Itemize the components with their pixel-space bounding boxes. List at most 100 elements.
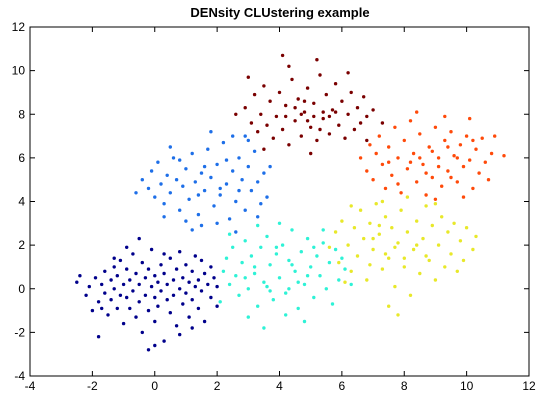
data-point-cluster-2-36 [252,149,257,153]
data-point-cluster-1-74 [202,319,207,324]
data-point-cluster-2-15 [187,197,191,201]
data-point-cluster-5-21 [424,193,428,197]
data-point-cluster-1-32 [137,300,141,304]
data-point-cluster-6-19 [302,110,307,114]
data-point-cluster-6-60 [284,114,288,119]
data-point-cluster-1-19 [118,293,123,297]
data-point-cluster-2-58 [196,193,201,197]
data-point-cluster-3-5 [234,274,238,278]
data-point-cluster-5-36 [471,186,475,191]
data-point-cluster-4-27 [415,219,419,223]
data-point-cluster-5-26 [440,184,444,188]
data-point-cluster-2-42 [199,223,204,228]
data-point-cluster-6-24 [318,73,322,77]
data-point-cluster-5-46 [415,110,419,114]
data-point-cluster-3-43 [284,313,288,317]
data-point-cluster-5-42 [502,154,506,158]
data-point-cluster-2-8 [165,173,169,177]
data-point-cluster-1-2 [78,274,82,278]
data-point-cluster-5-53 [418,156,422,160]
data-point-cluster-1-75 [206,282,210,287]
data-point-cluster-1-13 [109,278,113,282]
data-point-cluster-6-54 [327,114,332,119]
data-point-cluster-3-58 [312,245,316,249]
data-point-cluster-1-45 [156,304,160,308]
data-points [75,53,506,352]
data-point-cluster-5-7 [380,162,385,167]
y-tick-label: -2 [14,325,25,339]
data-point-cluster-3-51 [265,284,269,289]
data-point-cluster-5-3 [368,143,372,147]
x-tick-label: 6 [339,379,346,393]
axes: -4 -2 0 2 4 6 8 10 12 -4 -2 0 2 4 6 8 10 12 [12,20,536,393]
data-point-cluster-4-52 [343,280,347,284]
data-point-cluster-6-50 [380,121,385,125]
data-point-cluster-4-58 [368,263,372,267]
data-point-cluster-1-40 [149,247,154,252]
data-point-cluster-4-34 [436,243,441,247]
data-point-cluster-2-11 [174,178,179,182]
data-point-cluster-5-49 [486,178,491,182]
data-point-cluster-5-33 [461,164,466,169]
data-point-cluster-1-26 [128,306,132,311]
data-point-cluster-2-12 [178,208,182,212]
data-point-cluster-4-53 [371,236,375,241]
data-point-cluster-1-35 [143,276,148,280]
x-tick-label: 0 [151,379,158,393]
data-point-cluster-4-56 [383,252,388,256]
data-point-cluster-4-14 [374,202,378,206]
data-point-cluster-1-10 [103,291,107,295]
data-point-cluster-3-16 [268,263,272,267]
data-point-cluster-5-51 [430,149,434,153]
data-point-cluster-6-46 [309,151,313,156]
data-point-cluster-6-21 [309,125,313,129]
data-point-cluster-2-1 [140,178,144,182]
data-point-cluster-1-33 [140,260,144,265]
data-point-cluster-5-9 [387,145,391,149]
data-point-cluster-3-12 [256,304,260,308]
data-point-cluster-1-12 [106,313,110,317]
data-point-cluster-4-47 [405,195,410,199]
data-point-cluster-2-35 [249,188,254,193]
data-point-cluster-6-15 [290,77,294,82]
data-point-cluster-1-69 [193,254,197,258]
data-point-cluster-4-59 [424,254,428,258]
data-point-cluster-5-57 [424,171,428,175]
data-point-cluster-3-34 [324,287,328,291]
data-point-cluster-1-25 [128,278,132,282]
data-point-cluster-4-9 [358,208,363,212]
data-point-cluster-4-41 [458,239,463,243]
data-point-cluster-1-76 [209,295,213,300]
data-point-cluster-5-38 [477,171,481,175]
data-point-cluster-3-48 [321,228,325,232]
data-point-cluster-2-39 [262,171,266,175]
data-point-cluster-3-32 [318,274,322,278]
data-point-cluster-5-56 [455,156,459,160]
data-point-cluster-1-29 [134,271,138,276]
data-point-cluster-3-29 [309,265,313,269]
data-point-cluster-3-41 [246,315,250,319]
data-point-cluster-3-27 [302,282,307,287]
x-tick-label: 12 [522,379,536,393]
data-point-cluster-3-3 [227,282,232,287]
data-point-cluster-6-51 [299,112,303,117]
data-point-cluster-1-14 [109,298,113,302]
data-point-cluster-2-5 [156,160,160,164]
data-point-cluster-1-31 [137,282,141,287]
data-point-cluster-5-8 [383,186,388,191]
data-point-cluster-4-4 [340,219,344,223]
x-tick-label: 4 [276,379,283,393]
data-point-cluster-1-73 [202,271,207,276]
data-point-cluster-4-1 [327,245,332,249]
data-point-cluster-1-6 [93,276,98,280]
data-point-cluster-3-11 [252,271,257,276]
data-point-cluster-6-13 [284,103,288,108]
data-point-cluster-4-29 [421,236,425,241]
data-point-cluster-6-27 [327,132,332,136]
data-point-cluster-1-42 [153,274,157,278]
data-point-cluster-1-64 [187,315,191,319]
data-point-cluster-4-44 [471,247,475,252]
data-point-cluster-3-1 [221,269,226,273]
data-point-cluster-5-41 [489,151,494,156]
data-point-cluster-5-43 [493,134,497,138]
